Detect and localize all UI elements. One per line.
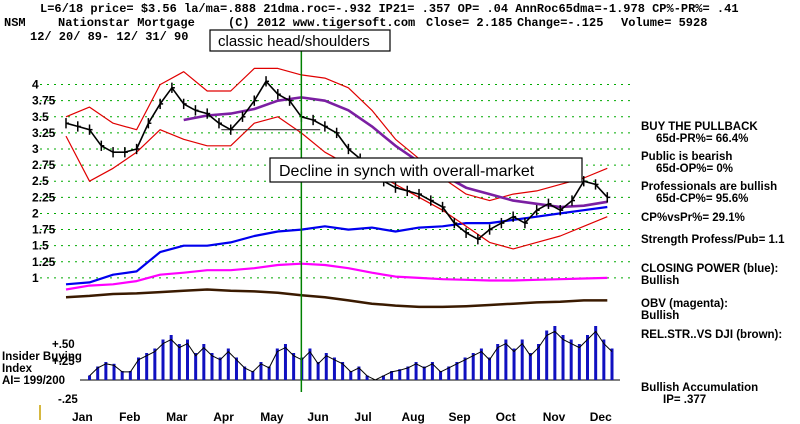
head-shoulders-box [209, 29, 391, 52]
price-tick-label: 2.5 [32, 174, 49, 188]
price-series [65, 76, 611, 245]
price-tick-label: 4 [32, 78, 39, 92]
relstr-line [65, 288, 608, 309]
price-tick-label: 1 [32, 271, 39, 285]
month-label: Mar [166, 410, 188, 424]
month-label: Jul [354, 410, 371, 424]
header-stats-line: L=6/18 price= $3.56 la/ma=.888 21dma.roc… [40, 2, 739, 16]
accum-tick-minus25: -.25 [58, 394, 78, 406]
obv-value: Bullish [641, 310, 679, 322]
price-tick-label: 3.5 [32, 110, 49, 124]
insider-index-label: Index [2, 363, 33, 375]
relstr-title: REL.STR..VS DJI (brown): [641, 329, 782, 341]
price-tick-label: 2.75 [32, 158, 56, 172]
obv-title: OBV (magenta): [641, 298, 728, 310]
moving-average-line [183, 96, 608, 209]
month-label: Dec [590, 410, 612, 424]
company-name: Nationstar Mortgage [58, 16, 195, 30]
strength-ratio: Strength Profess/Pub= 1.1 [641, 234, 785, 246]
decline-box [269, 157, 583, 183]
copyright-text: (C) 2012 www.tigersoft.com [228, 16, 415, 30]
month-label: Nov [543, 410, 566, 424]
month-label: Jan [72, 410, 93, 424]
ai-score-label: AI= 199/200 [2, 375, 65, 387]
accumulation-ip: IP= .377 [663, 394, 706, 406]
ticker-symbol: NSM [4, 16, 26, 30]
moving-average [183, 96, 608, 209]
price-tick-label: 3.25 [32, 126, 56, 140]
volume-value: Volume= 5928 [621, 16, 707, 30]
accumulation-histogram [80, 326, 620, 381]
price-tick-label: 3 [32, 142, 39, 156]
decline-label: Decline in synch with overall-market [279, 163, 535, 180]
month-label: Apr [213, 410, 234, 424]
price-tick-label: 2.25 [32, 190, 56, 204]
insider-buying-label: Insider Buying [2, 351, 82, 363]
accum-tick-plus25: +.25 [52, 356, 75, 368]
close-value: Close= 2.185 [426, 16, 512, 30]
head-shoulders-label: classic head/shoulders [218, 33, 370, 50]
month-label: May [260, 410, 284, 424]
accum-smooth-line [89, 330, 613, 381]
pullback-title: BUY THE PULLBACK [641, 121, 758, 133]
month-axis: Jan Feb Mar Apr May Jun Jul Aug Sep Oct Nov Dec [39, 405, 612, 424]
pullback-value: 65d-PR%= 66.4% [656, 133, 748, 145]
month-label: Sep [449, 410, 471, 424]
price-axis-labels: 4 3.75 3.5 3.25 3 2.75 2.5 2.25 2 1.75 1.5 1.25 1 [32, 78, 56, 285]
public-title: Public is bearish [641, 151, 732, 163]
professionals-title: Professionals are bullish [641, 181, 777, 193]
date-range: 12/ 20/ 89- 12/ 31/ 90 [30, 30, 188, 44]
price-tick-label: 1.75 [32, 223, 56, 237]
cp-vs-pr: CP%vsPr%= 29.1% [641, 212, 745, 224]
professionals-value: 65d-CP%= 95.6% [656, 193, 748, 205]
closing-power-title: CLOSING POWER (blue): [641, 263, 778, 275]
side-panel: BUY THE PULLBACK 65d-PR%= 66.4% Public i… [641, 121, 785, 406]
closing-power-value: Bullish [641, 275, 679, 287]
month-label: Jun [307, 410, 328, 424]
price-tick-label: 1.5 [32, 239, 49, 253]
accumulation-title: Bullish Accumulation [641, 382, 758, 394]
month-label: Aug [401, 410, 424, 424]
price-tick-label: 2 [32, 206, 39, 220]
price-tick-label: 3.75 [32, 94, 56, 108]
public-value: 65d-OP%= 0% [656, 163, 733, 175]
price-line [65, 80, 608, 240]
change-value: Change=-.125 [517, 16, 603, 30]
month-label: Feb [119, 410, 140, 424]
accum-tick-plus50: +.50 [52, 339, 75, 351]
obv-line [65, 262, 608, 291]
band-upper-line [65, 67, 608, 202]
price-tick-label: 1.25 [32, 255, 56, 269]
month-label: Oct [496, 410, 516, 424]
